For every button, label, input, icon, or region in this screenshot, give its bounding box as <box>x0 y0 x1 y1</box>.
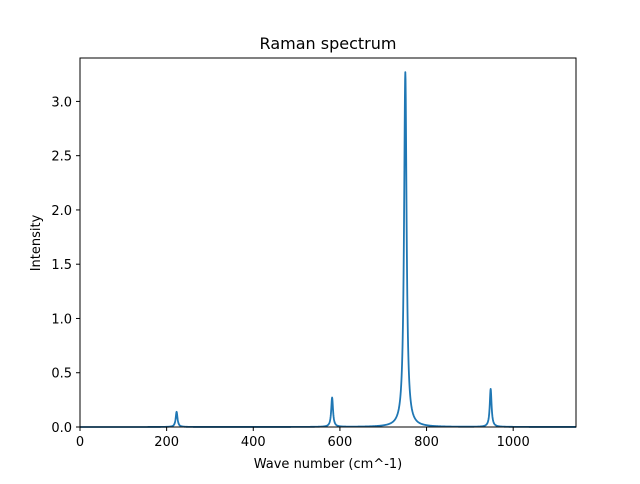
y-tick-label: 0.0 <box>51 421 72 436</box>
y-tick-label: 0.5 <box>51 367 72 382</box>
y-tick-label: 2.0 <box>51 204 72 219</box>
plot-area <box>79 71 577 428</box>
x-tick-label: 800 <box>414 435 439 450</box>
y-tick-label: 1.5 <box>51 258 72 273</box>
x-tick-label: 600 <box>327 435 352 450</box>
y-axis-label: Intensity <box>29 214 44 271</box>
axes-frame <box>79 57 577 428</box>
x-axis-label: Wave number (cm^-1) <box>254 457 403 472</box>
x-tick-label: 200 <box>154 435 179 450</box>
y-tick-label: 3.0 <box>51 95 72 110</box>
x-tick-label: 1000 <box>497 435 530 450</box>
y-tick-label: 2.5 <box>51 150 72 165</box>
x-tick-label: 0 <box>76 435 84 450</box>
x-tick-label: 400 <box>241 435 266 450</box>
y-tick-label: 1.0 <box>51 312 72 327</box>
x-axis: 0 200 400 600 800 1000 <box>76 427 530 450</box>
spectrum-line <box>79 71 577 428</box>
chart-title: Raman spectrum <box>260 34 397 53</box>
y-axis: 0.0 0.5 1.0 1.5 2.0 2.5 3.0 <box>51 95 80 436</box>
